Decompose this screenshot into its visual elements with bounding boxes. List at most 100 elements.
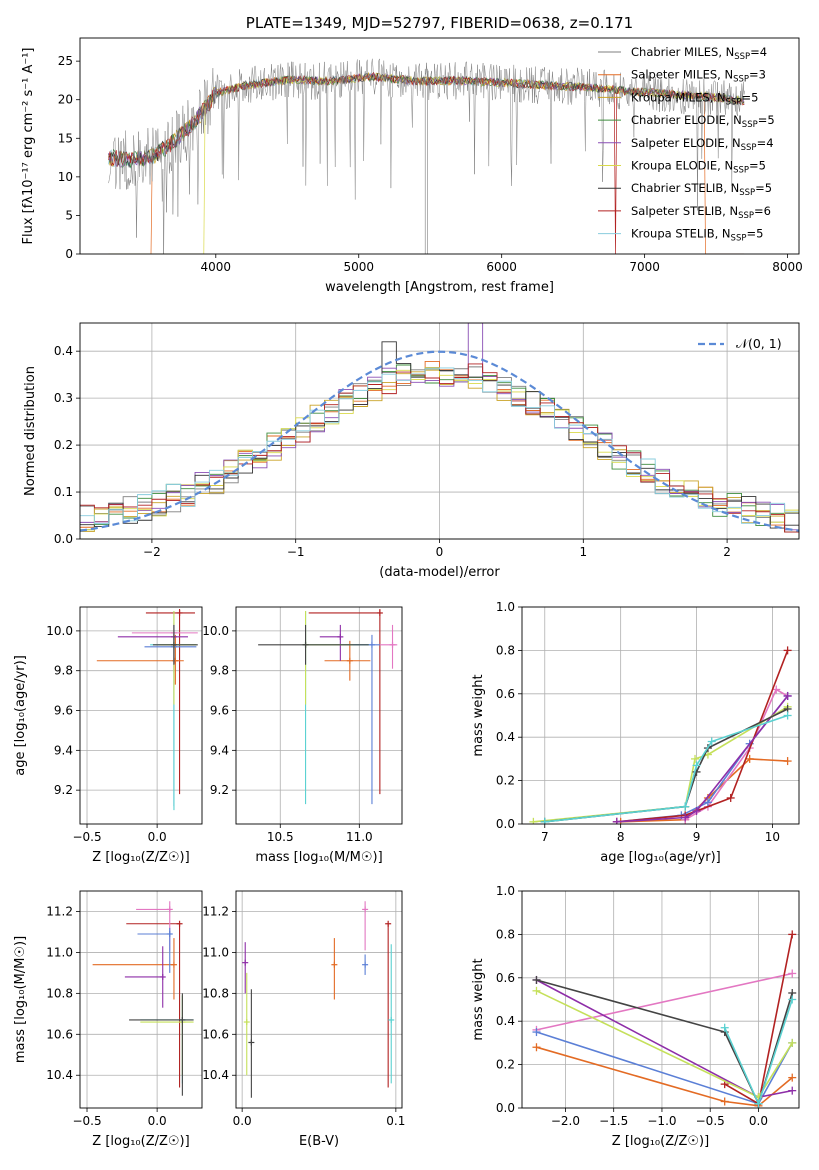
- axes-1: 4000 5000 6000 7000 8000 0 5 10 15 20 25 wavelength…: [21, 14, 803, 295]
- grid: [236, 607, 402, 824]
- errorbar-point: [331, 938, 338, 1000]
- axes-4: 10.5 11.0 9.2 9.4 9.6 9.8 10.0 mass [log₁₀(M/M☉…: [202, 606, 403, 865]
- x-tick-label: −1.5: [599, 1114, 628, 1128]
- y-tick-label: 9.2: [54, 783, 73, 797]
- errorbar-point: [388, 944, 395, 1084]
- y-tick-label: 5: [65, 208, 73, 222]
- errorbar-point: [242, 942, 249, 994]
- frame: 7 8 9 10 0.0 0.2 0.4 0.6 0.8 1.0 age [log₁₀(age/yr…: [471, 600, 800, 865]
- y-tick-label: 0: [65, 247, 73, 261]
- x-tick-label: −2.0: [551, 1114, 580, 1128]
- frame: 0.0 0.1 10.4 10.6 10.8 11.0 11.2 E(B-V): [202, 890, 405, 1149]
- y-tick-label: 25: [58, 54, 73, 68]
- x-tick-label: −2: [143, 545, 161, 559]
- x-tick-label: 2: [723, 545, 731, 559]
- y-tick-label: 0.2: [496, 1058, 515, 1072]
- errorbar-point: [258, 624, 369, 665]
- x-tick-label: 10.5: [267, 830, 294, 844]
- errorbar-point: [145, 608, 195, 795]
- axes-2: −2 −1 0 1 2 0.0 0.1 0.2 0.3 0.4 (data-model)/error…: [23, 322, 800, 580]
- spectrum-line: [108, 58, 745, 254]
- gaussian-curve: [80, 350, 799, 532]
- plot-area: [236, 891, 402, 1108]
- plot-area: [80, 607, 202, 824]
- data-layer: [242, 901, 395, 1098]
- axes-frame: [521, 890, 800, 1109]
- y-tick-label: 0.2: [496, 774, 515, 788]
- y-tick-label: 0.3: [54, 391, 73, 405]
- data-layer: [96, 608, 198, 811]
- y-tick-label: 9.8: [54, 664, 73, 678]
- legend-entry: Salpeter STELIB, NSSP=6: [631, 204, 771, 221]
- x-axis-label: Z [log₁₀(Z/Z☉)]: [612, 1134, 709, 1149]
- y-tick-label: 9.8: [210, 664, 229, 678]
- axes-6: −0.5 0.0 10.4 10.6 10.8 11.0 11.2 Z [log₁₀(Z/Z☉…: [13, 890, 203, 1149]
- frame: −0.5 0.0 10.4 10.6 10.8 11.0 11.2 Z [log₁₀(Z/Z☉…: [13, 890, 203, 1149]
- series-line: [536, 979, 793, 1106]
- errorbar-point: [243, 972, 250, 1076]
- spectrum-line: [108, 71, 745, 167]
- frame: −2 −1 0 1 2 0.0 0.1 0.2 0.3 0.4 (data-model)/error…: [23, 322, 800, 580]
- x-tick-label: 0: [436, 545, 444, 559]
- x-tick-label: 7000: [629, 260, 660, 274]
- y-tick-label: 10.6: [46, 1027, 73, 1041]
- grid: [80, 891, 202, 1108]
- y-tick-label: 11.0: [202, 945, 229, 959]
- x-axis-label: (data-model)/error: [379, 565, 500, 580]
- errorbar-point: [124, 946, 166, 1008]
- y-tick-label: 10.4: [46, 1068, 73, 1082]
- y-axis-label: age [log₁₀(age/yr)]: [13, 655, 28, 776]
- errorbar-point: [129, 993, 194, 1096]
- axes-3: −0.5 0.0 9.2 9.4 9.6 9.8 10.0 Z [log₁₀(Z/Z☉)] ag…: [13, 606, 203, 865]
- x-tick-label: 0.0: [148, 1114, 167, 1128]
- legend-entry: Kroupa MILES, NSSP=5: [631, 90, 758, 107]
- errorbar-point: [96, 634, 184, 685]
- errorbar-point: [126, 920, 183, 1088]
- x-tick-label: 9: [693, 830, 701, 844]
- mass-weight-series: [720, 995, 797, 1108]
- plot-area: [80, 38, 799, 254]
- x-axis-label: age [log₁₀(age/yr)]: [600, 850, 721, 865]
- grid: [236, 891, 402, 1108]
- y-tick-label: 0.8: [496, 927, 515, 941]
- grid: [80, 607, 202, 824]
- frame: −0.5 0.0 9.2 9.4 9.6 9.8 10.0 Z [log₁₀(Z/Z☉)] ag…: [13, 606, 203, 865]
- errorbar-point: [324, 640, 371, 681]
- x-tick-label: −0.5: [696, 1114, 725, 1128]
- residual-histogram: [80, 369, 799, 533]
- axes-frame: [79, 890, 203, 1109]
- errorbar-point: [152, 624, 198, 665]
- y-axis-label: mass [log₁₀(M/M☉)]: [13, 936, 28, 1063]
- y-axis-label: mass weight: [471, 958, 486, 1040]
- chart-title: PLATE=1349, MJD=52797, FIBERID=0638, z=0…: [246, 14, 633, 32]
- axes-5: 7 8 9 10 0.0 0.2 0.4 0.6 0.8 1.0 age [log₁₀(age/yr…: [471, 600, 800, 865]
- x-tick-label: 0.0: [233, 1114, 252, 1128]
- y-tick-label: 0.1: [54, 485, 73, 499]
- legend-entry: Kroupa ELODIE, NSSP=5: [631, 159, 766, 176]
- data-layer: [258, 608, 398, 805]
- y-axis-label: Flux [fλ10⁻¹⁷ erg cm⁻² s⁻¹ A⁻¹]: [21, 48, 36, 245]
- x-tick-label: 7: [541, 830, 549, 844]
- x-tick-label: 0.0: [148, 830, 167, 844]
- data-layer: [532, 930, 797, 1108]
- legend-entry: Salpeter ELODIE, NSSP=4: [631, 136, 774, 153]
- y-tick-label: 10.4: [202, 1068, 229, 1082]
- x-tick-label: −0.5: [72, 1114, 101, 1128]
- x-tick-label: 8: [617, 830, 625, 844]
- y-tick-label: 0.0: [54, 532, 73, 546]
- plot-area: [80, 891, 202, 1108]
- legend-entry: Chabrier ELODIE, NSSP=5: [631, 113, 775, 130]
- y-tick-label: 0.6: [496, 687, 515, 701]
- y-tick-label: 0.2: [54, 438, 73, 452]
- data-layer: [80, 323, 799, 533]
- y-tick-label: 9.6: [210, 704, 229, 718]
- legend-entry: Kroupa STELIB, NSSP=5: [631, 227, 763, 244]
- y-tick-label: 11.2: [46, 904, 73, 918]
- axes-frame: [521, 606, 800, 825]
- y-tick-label: 10: [58, 170, 73, 184]
- x-tick-label: 11.0: [346, 830, 373, 844]
- series-line: [616, 695, 789, 823]
- x-tick-label: −1.0: [647, 1114, 676, 1128]
- plot-area: [522, 607, 799, 824]
- x-tick-label: −0.5: [72, 830, 101, 844]
